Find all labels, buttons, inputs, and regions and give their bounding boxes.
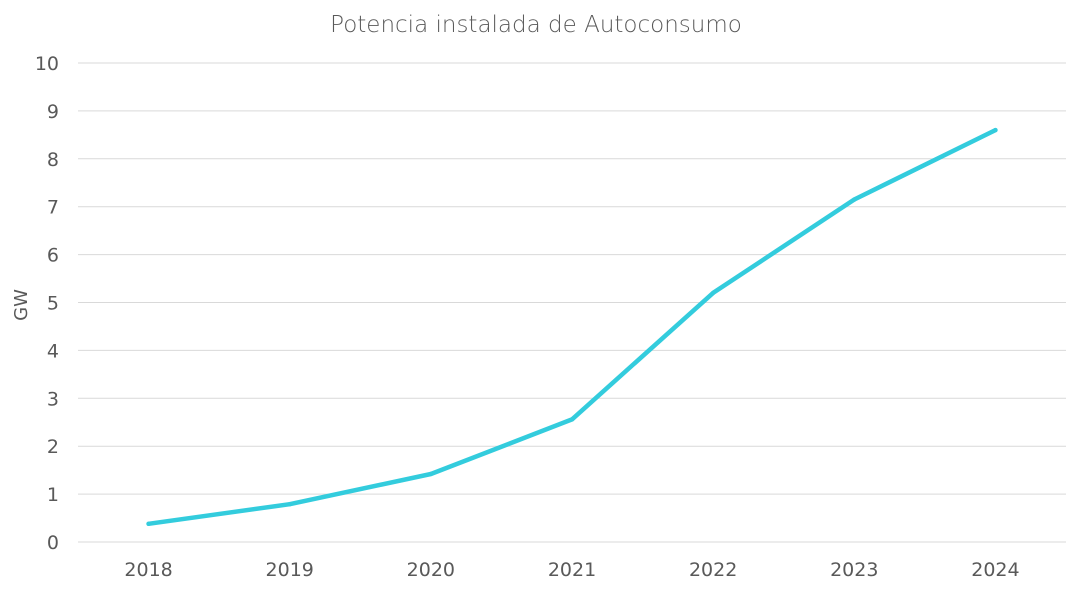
data-point (852, 197, 857, 202)
x-tick-label: 2020 (407, 559, 455, 581)
data-point (569, 417, 575, 422)
series-layer (146, 127, 998, 527)
y-tick-label: 3 (47, 388, 59, 410)
y-tick-label: 0 (47, 532, 59, 554)
series-line (146, 127, 998, 527)
x-tick-label: 2022 (689, 559, 737, 581)
data-point (710, 290, 716, 296)
x-tick-label: 2023 (830, 559, 878, 581)
y-tick-label: 5 (47, 293, 59, 315)
data-point (287, 501, 292, 507)
y-tick-label: 1 (47, 484, 59, 506)
x-tick-label: 2019 (266, 559, 314, 581)
y-axis-ticks: 0 1 2 3 4 5 6 7 8 9 10 (35, 53, 59, 554)
data-point (146, 521, 151, 526)
x-tick-label: 2024 (971, 559, 1019, 581)
y-tick-label: 9 (47, 101, 59, 123)
x-tick-label: 2021 (548, 559, 596, 581)
y-tick-label: 2 (47, 436, 59, 458)
chart-title: Potencia instalada de Autoconsumo (330, 12, 742, 38)
x-tick-label: 2018 (124, 559, 172, 581)
y-tick-label: 4 (47, 340, 59, 362)
y-tick-label: 7 (47, 197, 59, 219)
y-tick-label: 6 (47, 245, 59, 267)
data-point (993, 127, 998, 133)
y-tick-label: 8 (47, 149, 59, 171)
y-tick-label: 10 (35, 53, 59, 75)
gridlines (78, 62, 1066, 543)
data-point (428, 471, 434, 477)
x-axis-ticks: 2018 2019 2020 2021 2022 2023 2024 (124, 559, 1019, 581)
y-axis-title: GW (11, 289, 32, 321)
